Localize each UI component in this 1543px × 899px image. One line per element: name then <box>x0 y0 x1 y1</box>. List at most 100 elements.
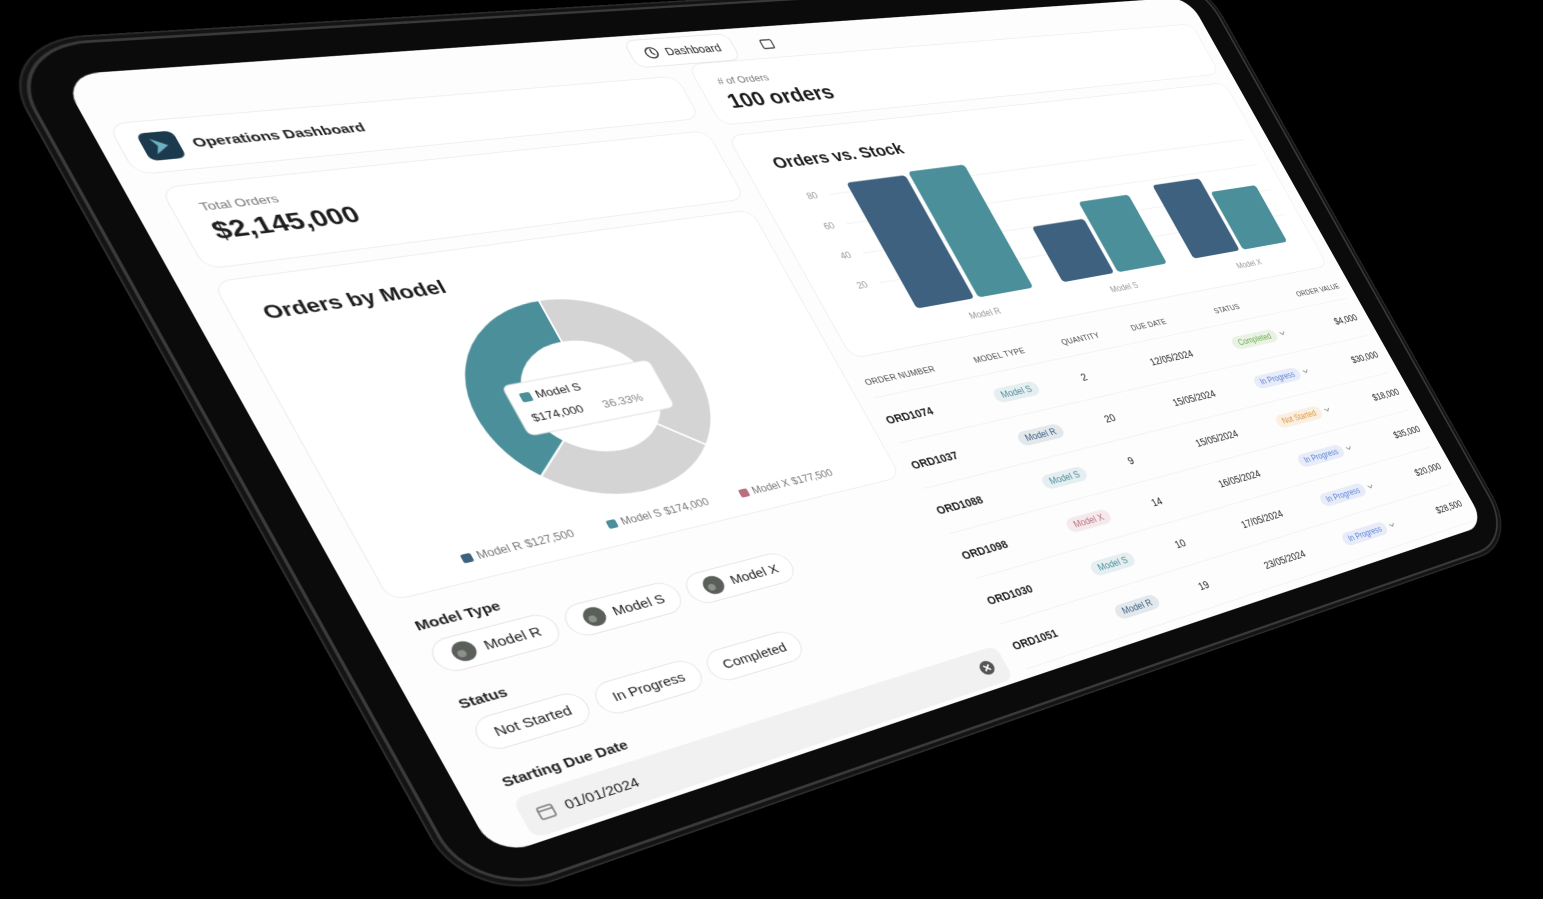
legend-swatch <box>459 552 475 564</box>
date-value: 01/01/2024 <box>561 774 643 813</box>
status-chevron <box>1366 483 1375 491</box>
nav-icon <box>757 37 778 50</box>
donut-card: Orders by Model Model S $174,000 36.33% Mode… <box>211 209 902 602</box>
model-chip[interactable]: Model R <box>424 610 566 676</box>
status-cell[interactable]: In Progress <box>1339 511 1420 547</box>
legend-swatch <box>737 488 751 498</box>
nav-tab[interactable] <box>745 30 790 59</box>
model-cell: Model S <box>990 371 1085 404</box>
header: Operations Dashboard <box>106 75 701 176</box>
legend-value: $177,500 <box>789 467 835 486</box>
nav-icon <box>641 46 663 60</box>
x-tick-label: Model X <box>1235 258 1264 271</box>
model-cell: Model S <box>1039 455 1132 491</box>
model-pill: Model S <box>1039 465 1090 491</box>
chevron <box>1368 485 1374 489</box>
due-date: 15/05/2024 <box>1193 427 1241 449</box>
order-value: $28,500 <box>1433 498 1464 516</box>
model-cell: Model S <box>1087 538 1179 578</box>
chip-label: Model R <box>480 623 545 653</box>
x-tick-label: Model R <box>967 306 1003 321</box>
legend-name: Model R <box>474 539 525 561</box>
chart-title: Orders vs. Stock <box>769 140 908 172</box>
order-value: $30,000 <box>1348 349 1381 366</box>
calendar-icon <box>533 801 560 822</box>
column-header: ORDER VALUE <box>1294 282 1342 299</box>
status-pill: In Progress <box>1339 520 1390 547</box>
y-tick-label: 80 <box>805 191 820 202</box>
quantity: 10 <box>1172 536 1188 551</box>
logo <box>135 130 188 162</box>
status-pill: In Progress <box>1317 482 1369 508</box>
chart-title: Orders by Model <box>258 277 450 324</box>
status-chevron <box>1345 444 1354 452</box>
status-chevron <box>1278 330 1287 337</box>
chevron <box>1389 523 1395 527</box>
filters: Model Type Model R Model S Model X Status Not… <box>412 495 1014 839</box>
status-cell[interactable]: Completed <box>1229 321 1313 351</box>
y-tick-label: 60 <box>821 220 836 231</box>
order-number: ORD1037 <box>908 449 961 472</box>
due-date: 23/05/2024 <box>1261 547 1308 572</box>
legend-name: Model X <box>749 477 791 496</box>
nav-label: Dashboard <box>662 41 724 58</box>
quantity: 20 <box>1101 411 1118 425</box>
page: Dashboard Operations Dashboard Total Order… <box>2 0 1513 899</box>
y-tick-label: 40 <box>838 250 853 261</box>
legend-name: Model S <box>618 506 664 526</box>
status-pill: In Progress <box>1295 443 1347 469</box>
bar-card: Orders vs. Stock 20 40 60 80 Model R Model S Mo… <box>727 82 1329 359</box>
status-cell[interactable]: In Progress <box>1295 435 1378 469</box>
status-cell[interactable]: Not Started <box>1273 397 1355 429</box>
legend-entry: Model R$127,500 <box>474 527 577 561</box>
app-title: Operations Dashboard <box>188 120 368 151</box>
model-cell: Model R <box>1112 580 1202 621</box>
chevron <box>1279 332 1285 335</box>
y-tick-label: 20 <box>855 279 870 290</box>
status-chevron <box>1323 406 1332 413</box>
icon-rect <box>760 40 775 49</box>
order-number: ORD1074 <box>883 404 936 427</box>
model-pill: Model R <box>1112 593 1162 621</box>
screen: Dashboard Operations Dashboard Total Order… <box>60 0 1486 857</box>
clear-button[interactable] <box>976 658 999 677</box>
chip-avatar <box>699 573 728 597</box>
order-value: $18,000 <box>1370 386 1402 403</box>
legend-entry: Model S$174,000 <box>618 495 711 526</box>
status-cell[interactable]: In Progress <box>1251 359 1334 390</box>
model-cell: Model X <box>1063 497 1156 534</box>
status-chevron <box>1301 368 1310 375</box>
quantity: 9 <box>1125 454 1137 467</box>
order-value: $20,000 <box>1412 460 1443 478</box>
quantity: 19 <box>1195 578 1212 593</box>
model-cell: Model R <box>1014 413 1109 447</box>
status-pill: Completed <box>1229 328 1280 351</box>
bar-chart: Orders vs. Stock 20 40 60 80 Model R Model S Mo… <box>769 83 1327 321</box>
x-tick-label: Model S <box>1108 281 1140 295</box>
model-pill: Model S <box>990 380 1042 404</box>
legend-value: $174,000 <box>661 495 711 516</box>
chevron <box>1324 408 1330 412</box>
chip-label: Model X <box>727 561 782 588</box>
due-date: 17/05/2024 <box>1238 507 1286 531</box>
stage: Dashboard Operations Dashboard Total Order… <box>2 0 1513 899</box>
icon-line <box>538 807 552 812</box>
quantity: 14 <box>1148 495 1165 509</box>
status-cell[interactable]: In Progress <box>1317 473 1399 508</box>
model-pill: Model S <box>1087 550 1138 578</box>
due-date: 12/05/2024 <box>1147 348 1196 368</box>
order-number: ORD1088 <box>933 493 986 517</box>
quantity: 2 <box>1078 371 1090 383</box>
legend-entry: Model X$177,500 <box>749 467 834 496</box>
status-pill: In Progress <box>1251 366 1304 390</box>
model-pill: Model R <box>1014 422 1067 447</box>
chip-row: Model R Model S Model X <box>424 514 937 676</box>
legend-swatch <box>605 518 619 530</box>
chevron <box>1303 370 1309 373</box>
order-value: $35,000 <box>1391 423 1422 441</box>
model-pill: Model X <box>1063 508 1114 534</box>
due-date: 15/05/2024 <box>1170 387 1218 409</box>
chip-avatar <box>579 604 610 629</box>
order-value: $4,000 <box>1331 312 1360 327</box>
